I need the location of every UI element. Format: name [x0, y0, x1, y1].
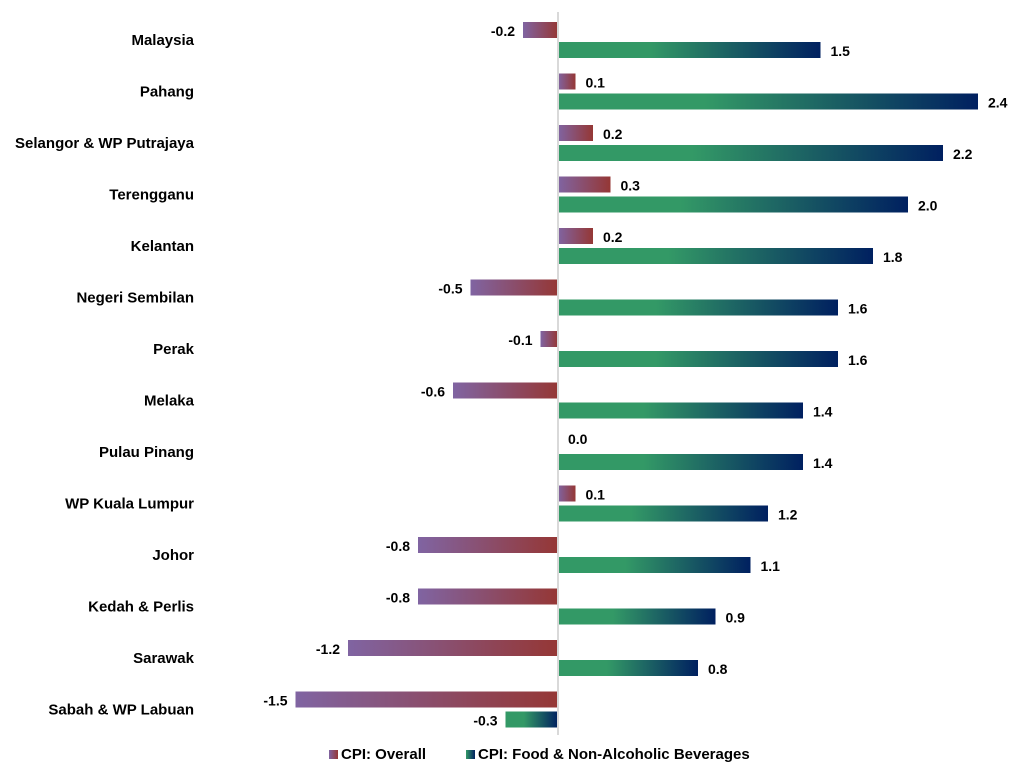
category-label: Negeri Sembilan: [76, 290, 194, 307]
legend-item-food[interactable]: CPI: Food & Non-Alcoholic Beverages: [466, 746, 750, 763]
bar-cpi-overall[interactable]: [523, 22, 558, 38]
data-label-cpi-overall: 0.2: [603, 229, 623, 245]
data-label-cpi-food: 1.4: [813, 455, 833, 471]
bar-cpi-food[interactable]: [558, 608, 716, 625]
data-label-cpi-food: 1.2: [778, 507, 798, 523]
data-label-cpi-overall: -1.5: [263, 693, 287, 709]
category-label: Terengganu: [109, 187, 194, 204]
category-label: Pulau Pinang: [99, 444, 194, 461]
data-label-cpi-overall: 0.2: [603, 126, 623, 142]
bar-cpi-overall[interactable]: [558, 485, 576, 502]
bar-cpi-food[interactable]: [558, 145, 943, 161]
bar-cpi-overall[interactable]: [558, 228, 593, 244]
legend-swatch-overall: [329, 750, 338, 759]
data-label-cpi-overall: 0.1: [586, 75, 606, 91]
data-label-cpi-food: 1.5: [831, 43, 851, 59]
data-label-cpi-overall: -1.2: [316, 641, 340, 657]
bar-cpi-food[interactable]: [558, 351, 838, 367]
data-label-cpi-overall: -0.1: [508, 332, 532, 348]
data-label-cpi-food: -0.3: [473, 713, 497, 729]
data-label-cpi-overall: -0.8: [386, 538, 410, 554]
data-label-cpi-food: 2.2: [953, 146, 973, 162]
bar-chart: Malaysia -0.2 1.5 Pahang 0.1 2.4 Selangor & WP…: [15, 12, 1008, 735]
data-label-cpi-food: 0.9: [726, 610, 746, 626]
category-label: Sabah & WP Labuan: [48, 702, 194, 719]
category-label: Sarawak: [133, 650, 195, 667]
category-label: Malaysia: [131, 32, 194, 49]
category-label: Selangor & WP Putrajaya: [15, 135, 195, 152]
category-label: WP Kuala Lumpur: [65, 496, 194, 513]
data-label-cpi-overall: 0.1: [586, 487, 606, 503]
bar-cpi-overall[interactable]: [558, 125, 593, 141]
category-label: Pahang: [140, 84, 194, 101]
bar-cpi-food[interactable]: [558, 42, 821, 58]
data-label-cpi-food: 2.0: [918, 198, 938, 214]
data-label-cpi-overall: -0.6: [421, 384, 445, 400]
bar-cpi-food[interactable]: [558, 557, 751, 573]
legend: CPI: Overall CPI: Food & Non-Alcoholic B…: [0, 746, 1027, 766]
bar-cpi-food[interactable]: [558, 454, 803, 470]
category-label: Perak: [153, 341, 195, 358]
bar-cpi-overall[interactable]: [453, 382, 558, 399]
bar-cpi-overall[interactable]: [558, 73, 576, 90]
data-label-cpi-food: 1.6: [848, 301, 868, 317]
category-label: Kedah & Perlis: [88, 599, 194, 616]
bar-cpi-food[interactable]: [505, 711, 559, 728]
data-label-cpi-food: 1.4: [813, 404, 833, 420]
bar-cpi-overall[interactable]: [418, 588, 558, 605]
bar-cpi-food[interactable]: [558, 248, 873, 264]
category-label: Kelantan: [131, 238, 194, 255]
legend-label-food: CPI: Food & Non-Alcoholic Beverages: [478, 746, 750, 763]
data-label-cpi-food: 1.8: [883, 249, 903, 265]
data-label-cpi-overall: 0.3: [621, 178, 641, 194]
bar-cpi-food[interactable]: [558, 660, 698, 676]
bar-cpi-food[interactable]: [558, 93, 978, 110]
category-label: Melaka: [144, 393, 195, 410]
data-label-cpi-food: 1.1: [761, 558, 781, 574]
bar-cpi-food[interactable]: [558, 505, 768, 522]
bar-cpi-overall[interactable]: [558, 176, 611, 193]
bar-cpi-overall[interactable]: [348, 640, 558, 656]
data-label-cpi-food: 1.6: [848, 352, 868, 368]
data-label-cpi-overall: 0.0: [568, 431, 588, 447]
bar-cpi-overall[interactable]: [470, 279, 559, 296]
category-label: Johor: [152, 547, 194, 564]
legend-label-overall: CPI: Overall: [341, 746, 427, 763]
bar-cpi-food[interactable]: [558, 299, 838, 316]
data-label-cpi-food: 0.8: [708, 661, 728, 677]
data-label-cpi-overall: -0.5: [438, 281, 462, 297]
data-label-cpi-food: 2.4: [988, 95, 1008, 111]
bar-cpi-food[interactable]: [558, 196, 908, 213]
legend-swatch-food: [466, 750, 475, 759]
bar-cpi-overall[interactable]: [418, 537, 558, 553]
bar-cpi-food[interactable]: [558, 402, 803, 419]
data-label-cpi-overall: -0.2: [491, 23, 515, 39]
data-label-cpi-overall: -0.8: [386, 590, 410, 606]
bar-cpi-overall[interactable]: [540, 331, 559, 347]
legend-item-overall[interactable]: CPI: Overall: [329, 746, 426, 763]
bar-cpi-overall[interactable]: [295, 691, 559, 708]
